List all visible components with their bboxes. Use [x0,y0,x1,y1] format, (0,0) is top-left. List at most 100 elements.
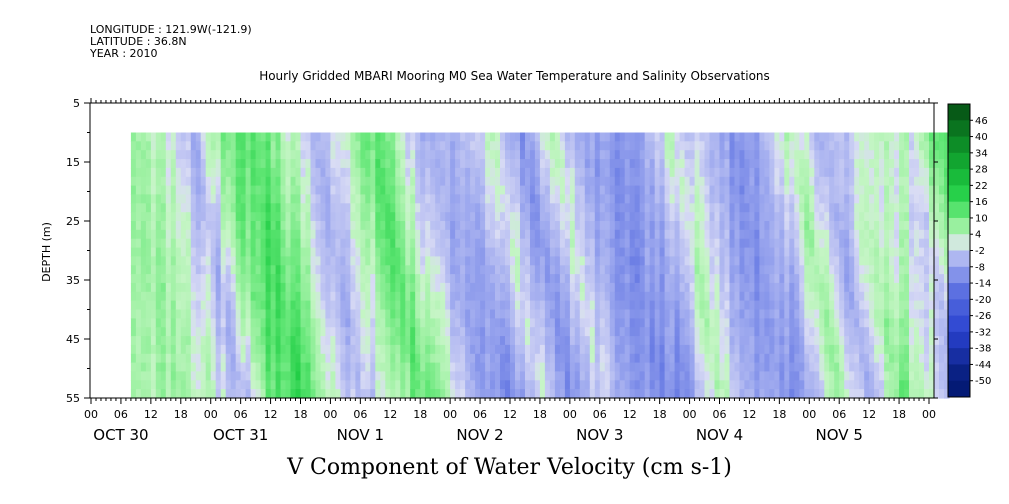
heatmap-cell [280,185,287,195]
heatmap-cell [789,132,795,142]
heatmap-cell [549,318,556,328]
heatmap-cell [819,282,825,293]
heatmap-cell [734,353,741,364]
heatmap-cell [345,185,351,195]
heatmap-cell [385,247,391,257]
heatmap-cell [225,221,232,231]
heatmap-cell [465,132,471,142]
heatmap-cell [784,318,790,328]
heatmap-cell [784,380,790,390]
heatmap-cell [225,212,232,222]
heatmap-cell [225,265,232,275]
heatmap-cell [470,282,476,293]
heatmap-cell [634,336,641,346]
heatmap-cell [789,371,795,381]
heatmap-cell [410,229,416,240]
heatmap-cell [624,159,631,169]
heatmap-cell [774,371,780,381]
heatmap-cell [759,300,765,311]
heatmap-cell [145,309,152,319]
heatmap-cell [215,247,222,257]
heatmap-cell [814,203,820,213]
heatmap-cell [874,141,880,151]
heatmap-cell [215,256,222,266]
heatmap-cell [544,194,551,204]
heatmap-cell [669,282,676,293]
heatmap-cell [639,203,646,213]
heatmap-cell [420,238,426,249]
heatmap-cell [325,203,331,213]
heatmap-cell [899,362,905,372]
heatmap-cell [135,176,142,187]
heatmap-cell [475,389,481,399]
heatmap-cell [240,282,247,293]
heatmap-cell [270,327,277,337]
heatmap-cell [894,247,900,257]
heatmap-cell [874,159,880,169]
heatmap-cell [315,336,322,346]
heatmap-cell [350,141,356,151]
heatmap-cell [639,221,646,231]
heatmap-cell [440,141,446,151]
heatmap-cell [325,327,331,337]
heatmap-cell [729,282,736,293]
heatmap-cell [235,344,242,355]
heatmap-cell [729,318,736,328]
heatmap-cell [764,159,770,169]
heatmap-cell [145,194,152,204]
heatmap-cell [520,159,526,169]
heatmap-cell [834,150,840,160]
heatmap-cell [759,203,765,213]
heatmap-cell [265,159,272,169]
heatmap-cell [170,185,177,195]
heatmap-cell [624,274,631,284]
heatmap-cell [804,132,810,142]
heatmap-cell [854,318,860,328]
heatmap-cell [859,336,865,346]
heatmap-cell [415,141,421,151]
heatmap-cell [240,229,247,240]
heatmap-cell [874,256,880,266]
heatmap-cell [185,238,192,249]
heatmap-cell [485,159,491,169]
heatmap-cell [485,176,491,187]
heatmap-cell [569,176,576,187]
heatmap-cell [879,291,885,302]
heatmap-cell [250,159,257,169]
heatmap-cell [135,203,142,213]
heatmap-cell [245,185,252,195]
heatmap-cell [390,327,396,337]
heatmap-cell [235,159,242,169]
heatmap-cell [385,327,391,337]
heatmap-cell [235,274,242,284]
heatmap-cell [345,150,351,160]
heatmap-cell [170,291,177,302]
heatmap-cell [774,389,780,399]
heatmap-cell [465,353,471,364]
heatmap-cell [360,344,366,355]
heatmap-cell [255,229,262,240]
heatmap-cell [539,176,546,187]
heatmap-cell [579,229,586,240]
heatmap-cell [554,380,561,390]
heatmap-cell [714,300,721,311]
heatmap-cell [794,265,800,275]
heatmap-cell [530,327,536,337]
heatmap-cell [285,212,292,222]
heatmap-cell [894,371,900,381]
heatmap-cell [405,159,411,169]
heatmap-cell [594,265,601,275]
heatmap-cell [455,291,461,302]
heatmap-cell [834,238,840,249]
heatmap-cell [664,380,671,390]
heatmap-cell [824,256,830,266]
heatmap-cell [405,300,411,311]
heatmap-cell [310,203,317,213]
heatmap-cell [255,203,262,213]
heatmap-cell [574,167,581,178]
heatmap-cell [505,282,511,293]
heatmap-cell [774,194,780,204]
heatmap-cell [505,212,511,222]
heatmap-cell [190,247,197,257]
heatmap-cell [814,282,820,293]
